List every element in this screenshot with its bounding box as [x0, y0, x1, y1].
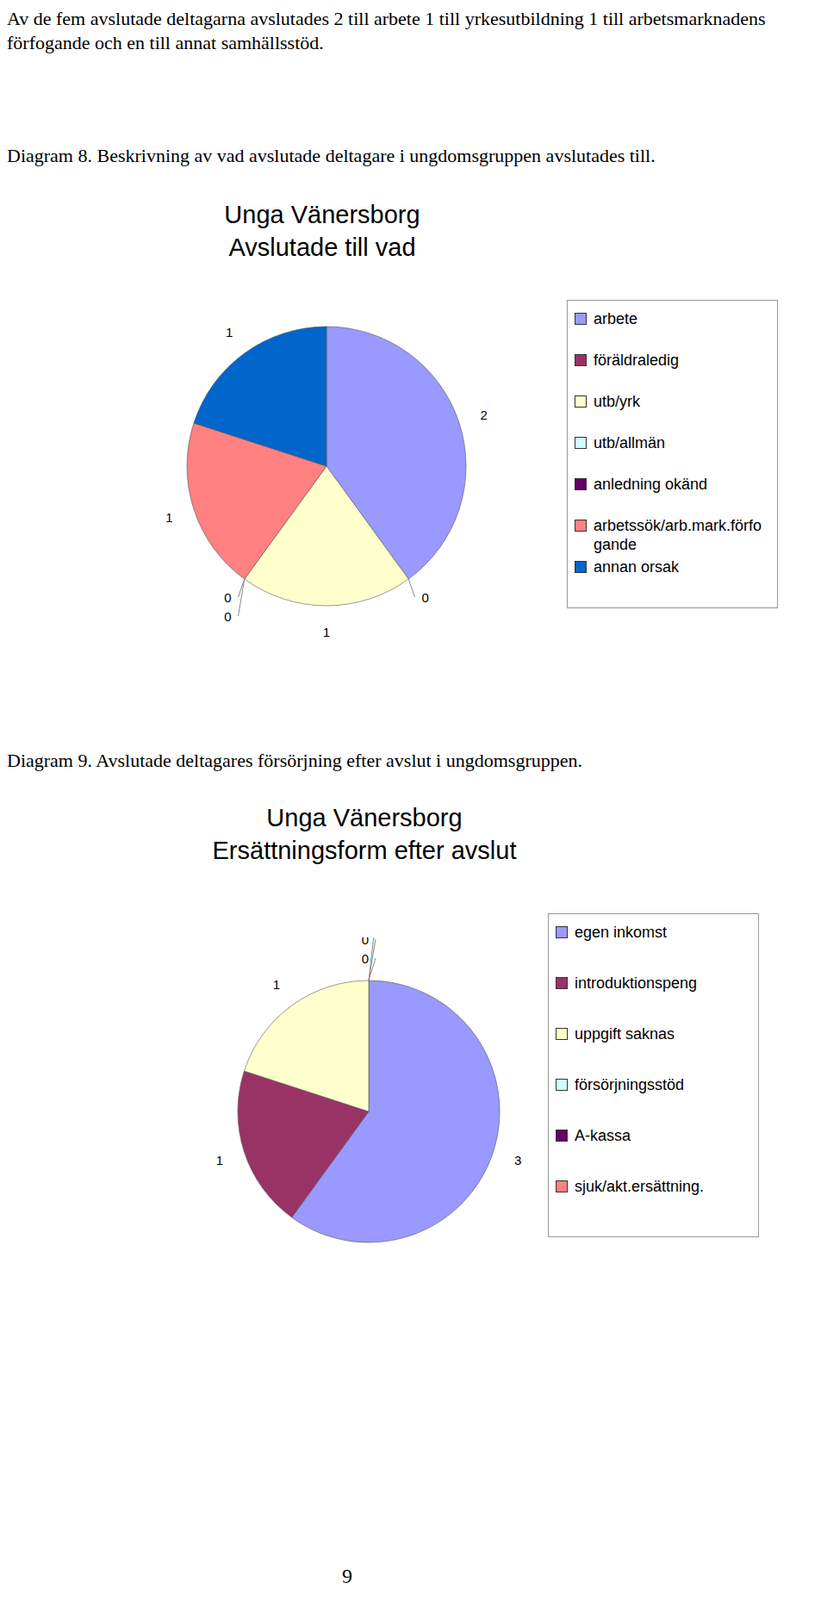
html-text:annan orsak: annan orsak	[593, 558, 679, 576]
html-text:Unga Vänersborg: Unga Vänersborg	[224, 200, 421, 229]
html-text:introduktionspeng: introduktionspeng	[574, 974, 698, 992]
svg-text:0: 0	[422, 590, 430, 605]
html-text:anledning okänd: anledning okänd	[593, 475, 708, 493]
html-text:Unga Vänersborg: Unga Vänersborg	[266, 803, 463, 832]
html-text:arbetssök/arb.mark.förfogande: arbetssök/arb.mark.förfogande	[593, 516, 762, 554]
svg-text:0: 0	[223, 590, 231, 605]
html-text:arbete: arbete	[593, 310, 638, 328]
html-text:försörjningsstöd: försörjningsstöd	[574, 1075, 685, 1094]
svg-text:1: 1	[323, 624, 330, 640]
html-text:utb/allmän: utb/allmän	[593, 434, 666, 452]
html-text:föräldraledig: föräldraledig	[593, 351, 679, 369]
html-text:egen inkomst: egen inkomst	[574, 923, 667, 941]
html-text:Av de fem avslutade deltagarna: Av de fem avslutade deltagarna avslutade…	[6, 7, 766, 54]
html-text:Ersättningsform efter avslut: Ersättningsform efter avslut	[212, 836, 517, 865]
svg-text:2: 2	[479, 407, 487, 423]
svg-text:1: 1	[216, 1152, 224, 1168]
html-text:uppgift saknas: uppgift saknas	[574, 1025, 675, 1043]
html-text:Diagram 8. Beskrivning av vad: Diagram 8. Beskrivning av vad avslutade …	[6, 144, 656, 167]
svg-text:0: 0	[223, 609, 231, 624]
svg-text:0: 0	[361, 937, 369, 947]
html-text:Avslutade till vad: Avslutade till vad	[228, 233, 416, 262]
svg-text:0: 0	[361, 951, 369, 966]
html-text:Diagram 9. Avslutade deltagare: Diagram 9. Avslutade deltagares försörjn…	[6, 749, 583, 772]
svg-text:3: 3	[514, 1152, 522, 1168]
svg-text:1: 1	[225, 324, 233, 340]
html-text:9: 9	[341, 1564, 353, 1587]
html-text:sjuk/akt.ersättning.: sjuk/akt.ersättning.	[574, 1177, 704, 1195]
html-text:A-kassa: A-kassa	[574, 1126, 631, 1145]
svg-text:1: 1	[165, 509, 173, 525]
html-text:utb/yrk: utb/yrk	[593, 392, 641, 411]
svg-text:1: 1	[273, 976, 280, 992]
